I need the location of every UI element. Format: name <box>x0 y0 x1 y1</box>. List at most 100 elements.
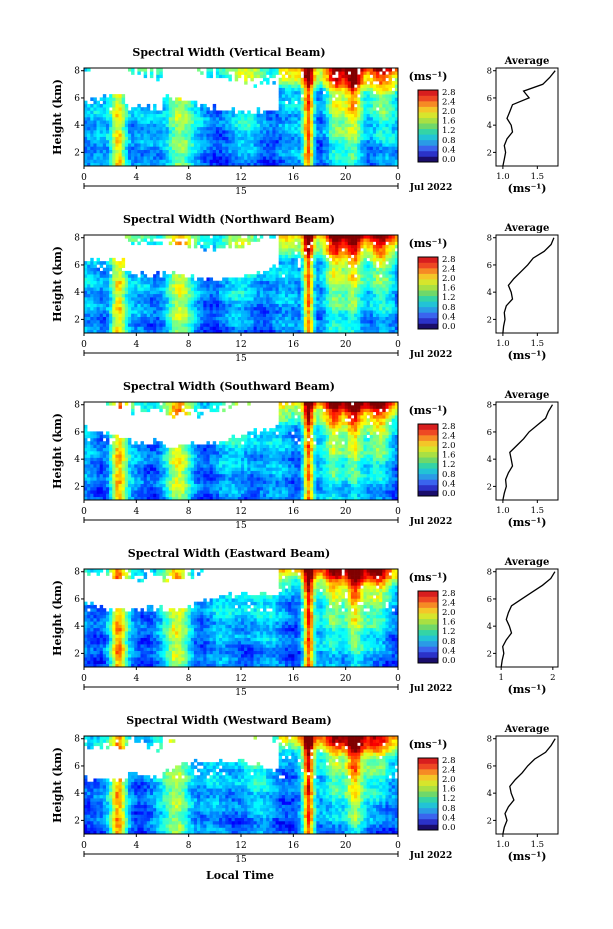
average-x-tick-label: 1.5 <box>531 172 545 182</box>
date-label: Jul 2022 <box>409 851 452 861</box>
colorbar-tick-label: 2.4 <box>442 264 456 274</box>
colorbar-tick-label: 1.6 <box>442 785 456 795</box>
colorbar-tick-label: 1.6 <box>442 117 456 127</box>
y-axis-label: Height (km) <box>51 413 64 489</box>
colorbar-tick-label: 1.2 <box>442 293 456 303</box>
average-frame <box>495 234 559 334</box>
colorbar-tick-label: 0.8 <box>442 804 456 814</box>
average-y-tick-label: 4 <box>487 455 492 465</box>
x-tick-label: 4 <box>133 841 139 851</box>
average-y-tick-label: 2 <box>487 148 492 158</box>
heatmap-cells <box>84 402 399 501</box>
y-tick-label: 4 <box>74 121 80 131</box>
x-tick-label: 4 <box>133 674 139 684</box>
average-y-tick-label: 6 <box>487 261 492 271</box>
colorbar-unit-label: (ms⁻¹) <box>409 571 448 584</box>
y-tick-label: 6 <box>74 762 80 772</box>
x-tick-label: 8 <box>186 841 192 851</box>
colorbar-tick-label: 1.6 <box>442 618 456 628</box>
colorbar-tick-label: 0.0 <box>442 155 456 165</box>
colorbar-tick-label: 2.0 <box>442 441 456 451</box>
x-tick-label: 0 <box>395 173 401 183</box>
average-x-tick-label: 1.5 <box>531 840 545 850</box>
panel-4: Spectral Width (Westward Beam) Height (km… <box>51 714 559 865</box>
x-tick-label: 16 <box>288 173 300 183</box>
average-y-tick-label: 4 <box>487 622 492 632</box>
colorbar-tick-label: 0.0 <box>442 489 456 499</box>
colorbar-tick-label: 0.4 <box>442 145 456 155</box>
average-title: Average <box>504 724 550 735</box>
x-tick-label: 0 <box>395 841 401 851</box>
date-label: Jul 2022 <box>409 684 452 694</box>
colorbar-tick-label: 2.8 <box>442 255 456 265</box>
colorbar-tick-label: 0.8 <box>442 303 456 313</box>
colorbar <box>417 256 439 330</box>
x-tick-label: 20 <box>340 674 352 684</box>
average-y-tick-label: 6 <box>487 762 492 772</box>
y-tick-label: 6 <box>74 428 80 438</box>
x-tick-label: 16 <box>288 340 300 350</box>
colorbar-tick-label: 2.0 <box>442 107 456 117</box>
average-profile-line <box>502 70 556 167</box>
colorbar-tick-label: 0.4 <box>442 479 456 489</box>
x-tick-label: 20 <box>340 340 352 350</box>
x-tick-label: 20 <box>340 841 352 851</box>
colorbar-tick-label: 0.8 <box>442 136 456 146</box>
heatmap-cells <box>84 235 399 334</box>
average-y-tick-label: 6 <box>487 94 492 104</box>
colorbar-tick-label: 0.0 <box>442 656 456 666</box>
y-tick-label: 4 <box>74 789 80 799</box>
average-profile-line <box>500 571 556 668</box>
y-tick-label: 6 <box>74 261 80 271</box>
average-frame <box>495 568 559 668</box>
average-x-label: (ms⁻¹) <box>508 850 547 863</box>
x-tick-label: 0 <box>395 507 401 517</box>
x-tick-label: 0 <box>81 674 87 684</box>
x-tick-label: 4 <box>133 340 139 350</box>
average-profile-line <box>502 738 556 835</box>
colorbar-tick-label: 1.2 <box>442 794 456 804</box>
colorbar-tick-label: 2.8 <box>442 422 456 432</box>
y-tick-label: 2 <box>74 315 80 325</box>
colorbar-unit-label: (ms⁻¹) <box>409 738 448 751</box>
average-x-tick-label: 1 <box>498 673 503 683</box>
y-tick-label: 2 <box>74 148 80 158</box>
x-tick-label: 4 <box>133 507 139 517</box>
x-tick-label: 16 <box>288 507 300 517</box>
y-tick-label: 6 <box>74 595 80 605</box>
x-tick-label: 8 <box>186 674 192 684</box>
y-tick-label: 4 <box>74 288 80 298</box>
y-tick-label: 4 <box>74 622 80 632</box>
colorbar-tick-label: 1.6 <box>442 284 456 294</box>
heatmap-cells <box>84 68 399 167</box>
y-tick-label: 8 <box>74 568 80 578</box>
average-y-tick-label: 2 <box>487 649 492 659</box>
colorbar-tick-label: 0.4 <box>442 813 456 823</box>
average-x-tick-label: 2 <box>550 673 555 683</box>
average-profile-line <box>502 237 555 334</box>
colorbar-tick-label: 2.8 <box>442 756 456 766</box>
colorbar-tick-label: 2.0 <box>442 274 456 284</box>
x-tick-label: 12 <box>235 674 246 684</box>
average-y-tick-label: 8 <box>487 735 492 745</box>
colorbar-tick-label: 2.4 <box>442 598 456 608</box>
average-x-tick-label: 1.0 <box>496 840 510 850</box>
colorbar-tick-label: 0.8 <box>442 637 456 647</box>
colorbar-tick-label: 1.2 <box>442 627 456 637</box>
x-tick-label: 12 <box>235 173 246 183</box>
panel-title: Spectral Width (Vertical Beam) <box>132 46 325 59</box>
colorbar-tick-label: 1.6 <box>442 451 456 461</box>
average-y-tick-label: 2 <box>487 482 492 492</box>
average-x-tick-label: 1.5 <box>531 339 545 349</box>
average-x-label: (ms⁻¹) <box>508 683 547 696</box>
x-tick-label: 16 <box>288 841 300 851</box>
x-tick-label: 0 <box>395 340 401 350</box>
average-title: Average <box>504 56 550 67</box>
x-tick-label: 0 <box>81 841 87 851</box>
x-tick-label: 16 <box>288 674 300 684</box>
average-y-tick-label: 8 <box>487 234 492 244</box>
colorbar-tick-label: 1.2 <box>442 126 456 136</box>
y-tick-label: 8 <box>74 401 80 411</box>
y-tick-label: 8 <box>74 735 80 745</box>
